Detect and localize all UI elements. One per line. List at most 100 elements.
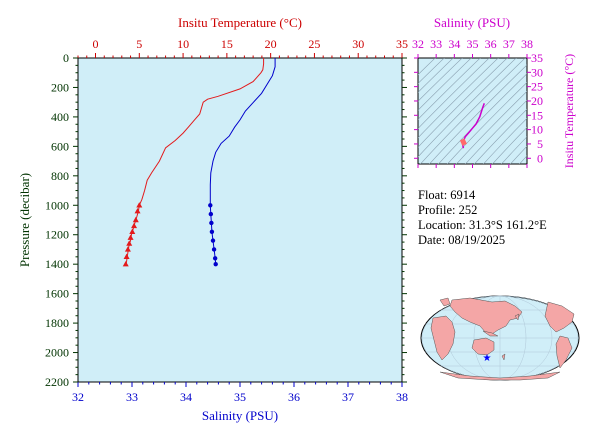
temperature-tick-label: 0	[93, 37, 99, 51]
temperature-point	[134, 207, 141, 214]
ts-temperature-tick-label: 5	[537, 137, 543, 151]
float-info: Float: 6914 Profile: 252 Location: 31.3°…	[418, 188, 547, 248]
temperature-tick-label: 5	[136, 37, 142, 51]
pressure-tick-label: 2000	[45, 346, 69, 360]
density-contour	[420, 58, 526, 164]
temperature-point	[126, 240, 133, 246]
land-south-america	[555, 335, 573, 369]
pressure-tick-label: 600	[51, 139, 69, 153]
land-eurasia	[449, 297, 523, 335]
ts-temperature-tick-label: 35	[531, 51, 543, 65]
temperature-tick-label: 30	[352, 37, 364, 51]
land-australia	[471, 337, 495, 356]
salinity-point	[210, 238, 216, 243]
temperature-point	[123, 253, 130, 260]
land-greenland	[439, 297, 451, 307]
temperature-point	[132, 216, 139, 223]
salinity-point	[209, 229, 215, 234]
pressure-tick-label: 0	[63, 51, 69, 65]
temperature-point	[122, 260, 129, 267]
density-contour	[456, 90, 527, 164]
plot-background	[77, 57, 403, 383]
ts-temperature-tick-label: 25	[531, 80, 543, 94]
temperature-tick-label: 10	[177, 37, 189, 51]
pressure-tick-label: 800	[51, 169, 69, 183]
density-contour	[418, 58, 499, 139]
profile-plot: 0 5 10 15 20 25 30 35 32 33 34 35 36 37 38 0 200 400 600…	[17, 15, 408, 423]
temperature-point	[127, 234, 134, 240]
ts-salinity-tick-label: 37	[503, 37, 515, 51]
temperature-point	[131, 222, 138, 229]
temperature-tick-label: 35	[396, 37, 408, 51]
salinity-point	[208, 211, 214, 217]
density-contour	[510, 145, 527, 164]
salinity-tick-label: 34	[180, 390, 192, 404]
density-contour	[418, 58, 481, 120]
ts-salinity-tick-label: 32	[412, 37, 424, 51]
temperature-axis: 0 5 10 15 20 25 30 35	[77, 37, 408, 58]
density-contours	[418, 58, 527, 164]
salinity-point	[213, 261, 218, 267]
density-contour	[429, 64, 527, 164]
ts-temperature-label: Insitu Temperature (°C)	[562, 54, 576, 168]
ts-salinity-tick-label: 33	[430, 37, 442, 51]
salinity-point	[211, 247, 217, 252]
land-antarctica	[439, 371, 561, 381]
land-japan	[514, 313, 520, 321]
map-land	[430, 297, 575, 381]
salinity-point	[209, 220, 214, 226]
profile-line	[125, 58, 265, 265]
ts-temperature-tick-label: 15	[531, 108, 543, 122]
density-contour	[418, 58, 490, 129]
salinity-tick-label: 37	[342, 390, 354, 404]
ts-salinity-tick-label: 38	[521, 37, 533, 51]
density-contour	[447, 82, 527, 164]
land-indonesia	[482, 330, 499, 337]
pressure-tick-label: 200	[51, 80, 69, 94]
pressure-tick-label: 1600	[45, 287, 69, 301]
salinity-point	[212, 256, 218, 261]
pressure-tick-label: 2200	[45, 375, 69, 389]
land-africa	[430, 315, 456, 361]
salinity-tick-label: 33	[126, 390, 138, 404]
ts-temperature-tick-label: 10	[531, 123, 543, 137]
pressure-tick-label: 1800	[45, 316, 69, 330]
salinity-tick-label: 35	[234, 390, 246, 404]
ts-salinity-tick-label: 36	[485, 37, 497, 51]
ts-deep-cluster	[459, 138, 467, 146]
density-contour	[483, 117, 527, 164]
float-location: Location: 31.3°S 161.2°E	[418, 218, 547, 232]
ts-salinity-label: Salinity (PSU)	[434, 15, 510, 30]
profile-number: Profile: 252	[418, 203, 478, 217]
salinity-point	[208, 203, 213, 208]
land-north-america	[544, 301, 575, 333]
ts-salinity-tick-label: 34	[448, 37, 460, 51]
profile-series	[122, 58, 276, 267]
temperature-point	[129, 228, 136, 234]
float-id: Float: 6914	[418, 188, 476, 202]
profile-date: Date: 08/19/2025	[418, 233, 506, 247]
pressure-tick-label: 400	[51, 110, 69, 124]
density-contour	[418, 58, 517, 158]
ts-temperature-tick-label: 0	[537, 151, 543, 165]
density-contour	[438, 73, 527, 164]
ts-temperature-tick-label: 30	[531, 65, 543, 79]
density-contour	[474, 108, 527, 164]
pressure-tick-label: 1200	[45, 228, 69, 242]
pressure-axis: 0 200 400 600 800 1000 1200 1400 1600 1800 2000 220…	[45, 51, 407, 389]
temperature-axis-label: Insitu Temperature (°C)	[178, 15, 302, 30]
salinity-axis: 32 33 34 35 36 37 38	[72, 382, 408, 404]
world-map: ★	[420, 295, 580, 381]
ts-series	[459, 103, 486, 149]
salinity-axis-label: Salinity (PSU)	[202, 408, 278, 423]
density-contour	[465, 99, 527, 164]
temperature-tick-label: 20	[265, 37, 277, 51]
ts-temperature-tick-label: 20	[531, 94, 543, 108]
ts-salinity-tick-label: 35	[467, 37, 479, 51]
float-location-marker: ★	[483, 353, 492, 364]
salinity-tick-label: 32	[72, 390, 84, 404]
density-contour	[501, 136, 527, 164]
temperature-tick-label: 25	[308, 37, 320, 51]
